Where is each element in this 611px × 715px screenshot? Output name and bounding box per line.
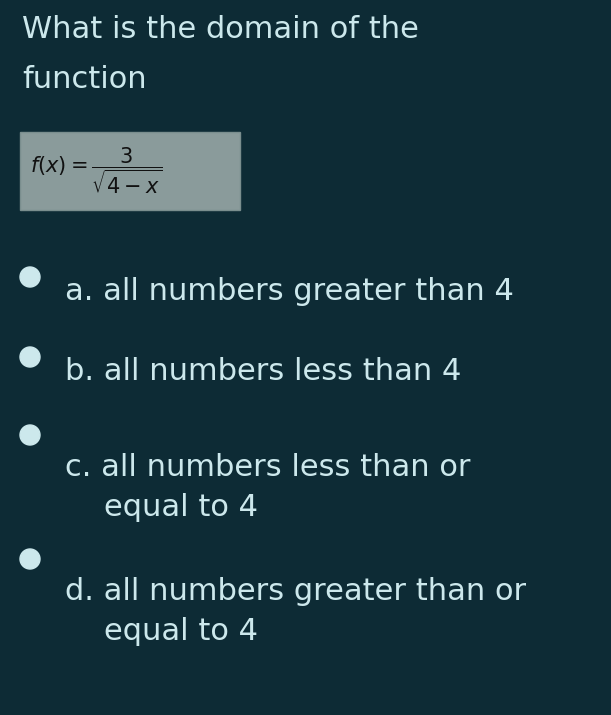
Circle shape [20, 347, 40, 367]
Text: d. all numbers greater than or
    equal to 4: d. all numbers greater than or equal to … [65, 577, 526, 646]
Text: c. all numbers less than or
    equal to 4: c. all numbers less than or equal to 4 [65, 453, 470, 523]
FancyBboxPatch shape [20, 132, 240, 210]
Text: $f(x) = \dfrac{3}{\sqrt{4-x}}$: $f(x) = \dfrac{3}{\sqrt{4-x}}$ [30, 146, 163, 197]
Text: a. all numbers greater than 4: a. all numbers greater than 4 [65, 277, 514, 306]
Circle shape [20, 425, 40, 445]
Circle shape [20, 267, 40, 287]
Text: b. all numbers less than 4: b. all numbers less than 4 [65, 357, 461, 386]
Circle shape [20, 549, 40, 569]
Text: What is the domain of the: What is the domain of the [22, 15, 419, 44]
Text: function: function [22, 65, 147, 94]
